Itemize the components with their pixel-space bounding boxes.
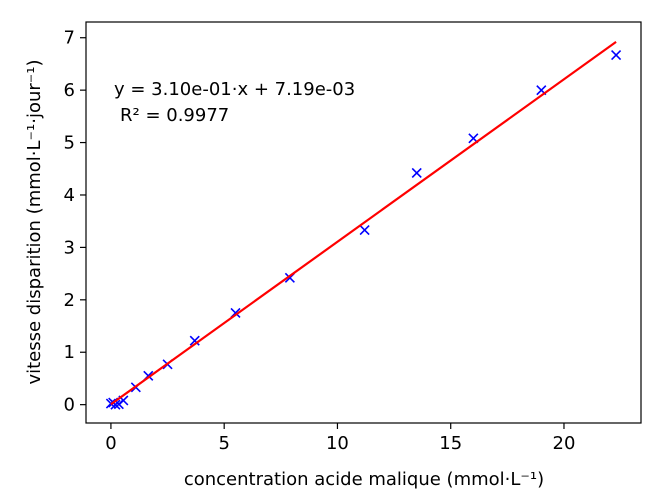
y-tick-label: 3 bbox=[64, 237, 75, 258]
data-point bbox=[411, 167, 422, 179]
regression-line bbox=[110, 41, 617, 406]
x-tick-label: 0 bbox=[105, 433, 116, 454]
axis-ticks: 0 5 10 15 20 0 1 2 3 4 5 6 7 bbox=[64, 28, 576, 454]
x-axis-label: concentration acide malique (mmol·L⁻¹) bbox=[184, 469, 544, 490]
x-tick-label: 15 bbox=[439, 433, 462, 454]
plot-frame bbox=[85, 21, 642, 424]
y-tick-label: 7 bbox=[64, 28, 75, 49]
y-tick-label: 4 bbox=[64, 185, 75, 206]
y-tick-label: 1 bbox=[64, 342, 75, 363]
data-point bbox=[359, 225, 370, 236]
annotation-equation: y = 3.10e-01·x + 7.19e-03 bbox=[114, 79, 355, 100]
annotation-r-squared: R² = 0.9977 bbox=[120, 105, 229, 126]
x-tick-label: 20 bbox=[553, 433, 576, 454]
data-point bbox=[611, 49, 622, 61]
y-tick-label: 6 bbox=[64, 80, 75, 101]
y-tick-label: 2 bbox=[64, 290, 75, 311]
plot-content bbox=[105, 41, 622, 410]
y-tick-label: 5 bbox=[64, 133, 75, 154]
x-tick-label: 10 bbox=[326, 433, 349, 454]
x-tick-label: 5 bbox=[218, 433, 229, 454]
data-point bbox=[110, 399, 121, 410]
y-tick-label: 0 bbox=[64, 395, 75, 416]
data-point bbox=[189, 335, 200, 346]
y-axis-label: vitesse disparition (mmol·L⁻¹·jour⁻¹) bbox=[24, 59, 45, 384]
